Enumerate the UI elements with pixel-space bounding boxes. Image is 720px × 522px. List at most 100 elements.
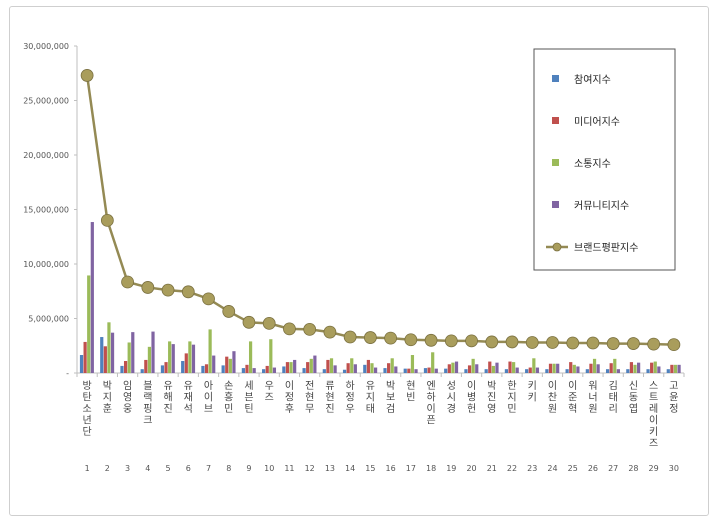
line-point <box>546 336 559 349</box>
x-index-label: 13 <box>325 464 335 473</box>
bar-미디어지수 <box>447 364 451 373</box>
line-point <box>647 337 661 351</box>
bar-참여지수 <box>666 369 670 373</box>
legend-label: 미디어지수 <box>574 116 620 128</box>
x-index-label: 16 <box>386 464 396 473</box>
bar-미디어지수 <box>528 367 532 373</box>
x-index-label: 8 <box>226 464 231 473</box>
bar-참여지수 <box>282 366 286 373</box>
legend-label: 소통지수 <box>574 158 611 170</box>
x-index-label: 22 <box>507 464 517 473</box>
bar-미디어지수 <box>609 363 613 373</box>
legend-label: 참여지수 <box>574 74 611 86</box>
x-index-label: 5 <box>166 464 171 473</box>
line-point <box>384 331 398 345</box>
bar-미디어지수 <box>306 362 310 373</box>
bar-참여지수 <box>444 368 448 373</box>
bar-소통지수 <box>127 342 131 373</box>
y-tick-label: 30,000,000 <box>23 42 69 51</box>
x-index-label: 7 <box>206 464 211 473</box>
bar-참여지수 <box>423 368 428 373</box>
bar-참여지수 <box>626 369 630 373</box>
bar-커뮤니티지수 <box>556 363 560 373</box>
bar-참여지수 <box>342 369 347 373</box>
bar-커뮤니티지수 <box>293 359 297 373</box>
bar-소통지수 <box>329 358 334 373</box>
bar-커뮤니티지수 <box>373 367 378 373</box>
x-index-label: 26 <box>588 464 598 473</box>
bar-미디어지수 <box>225 356 229 373</box>
bar-참여지수 <box>545 369 549 373</box>
line-point <box>161 283 175 297</box>
bar-미디어지수 <box>164 362 168 373</box>
bar-소통지수 <box>491 365 495 373</box>
legend-label: 브랜드평판지수 <box>574 242 638 254</box>
line-point <box>667 338 681 352</box>
bar-커뮤니티지수 <box>515 367 519 373</box>
bar-커뮤니티지수 <box>272 367 277 373</box>
bar-미디어지수 <box>629 362 634 373</box>
bar-커뮤니티지수 <box>191 344 196 373</box>
bar-미디어지수 <box>123 361 128 373</box>
bar-미디어지수 <box>467 365 472 373</box>
bar-참여지수 <box>565 369 569 373</box>
bar-소통지수 <box>410 355 415 373</box>
bar-소통지수 <box>309 358 313 373</box>
bar-커뮤니티지수 <box>535 367 540 373</box>
bar-참여지수 <box>120 365 124 373</box>
line-point <box>242 315 256 329</box>
bar-소통지수 <box>87 275 91 373</box>
bar-미디어지수 <box>488 361 492 373</box>
bar-미디어지수 <box>326 359 330 373</box>
bar-커뮤니티지수 <box>232 351 236 373</box>
bar-참여지수 <box>363 364 367 373</box>
bar-소통지수 <box>613 358 617 373</box>
bar-미디어지수 <box>548 363 553 373</box>
bar-소통지수 <box>147 346 152 373</box>
line-point <box>100 213 114 227</box>
bar-소통지수 <box>350 358 354 373</box>
line-point <box>566 336 580 350</box>
bar-참여지수 <box>383 368 387 373</box>
bar-참여지수 <box>262 369 266 373</box>
line-point <box>627 337 640 350</box>
x-index-label: 18 <box>426 464 436 473</box>
bar-미디어지수 <box>589 363 593 373</box>
line-point <box>141 281 155 294</box>
bar-참여지수 <box>605 369 610 373</box>
bar-소통지수 <box>512 362 516 373</box>
bar-참여지수 <box>79 355 84 373</box>
bar-커뮤니티지수 <box>212 355 216 373</box>
y-tick-label: 15,000,000 <box>23 206 69 215</box>
bar-미디어지수 <box>427 367 431 373</box>
bar-소통지수 <box>188 341 192 373</box>
x-index-label: 11 <box>284 464 294 473</box>
bar-소통지수 <box>370 363 374 373</box>
bar-미디어지수 <box>83 341 87 373</box>
bar-참여지수 <box>160 365 165 373</box>
line-point <box>303 322 317 336</box>
bar-커뮤니티지수 <box>394 366 398 373</box>
line-point <box>181 285 195 299</box>
bar-소통지수 <box>269 339 273 373</box>
bar-커뮤니티지수 <box>353 364 357 373</box>
legend-marker <box>552 242 562 252</box>
legend-label: 커뮤니티지수 <box>574 200 629 212</box>
x-index-label: 30 <box>669 464 679 473</box>
legend-swatch <box>552 201 559 208</box>
line-point <box>262 317 276 330</box>
line-point <box>465 334 478 348</box>
line-point <box>343 330 357 344</box>
bar-참여지수 <box>201 365 205 373</box>
y-tick-label: - <box>66 369 69 378</box>
